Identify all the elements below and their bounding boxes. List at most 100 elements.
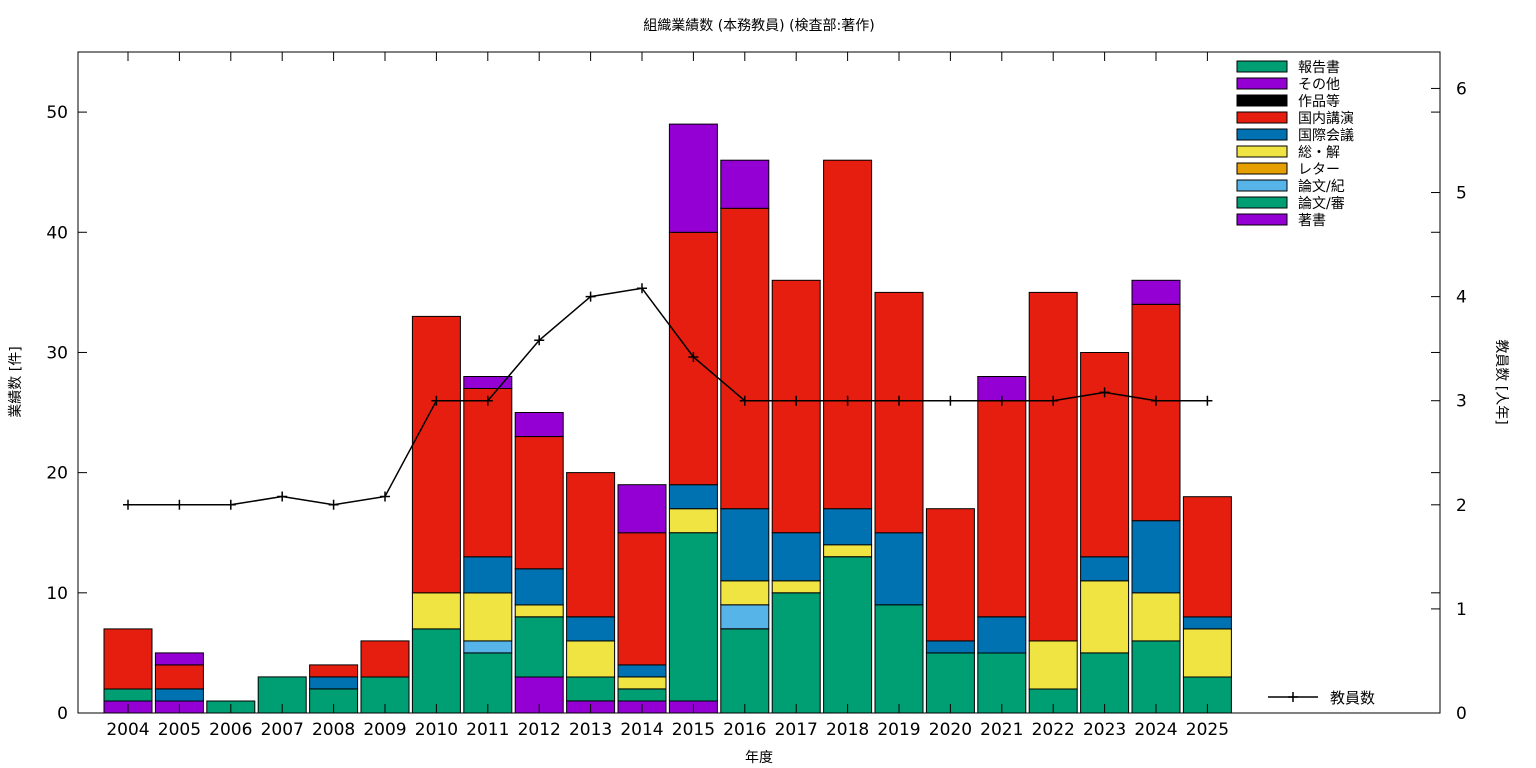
y2-tick-label: 4 [1456, 288, 1467, 308]
x-tick-label: 2020 [929, 720, 972, 740]
bar-segment [617, 664, 667, 678]
bar-segment [514, 568, 564, 606]
bar-segment [720, 628, 770, 714]
legend-label: 報告書 [1298, 60, 1340, 76]
x-tick-label: 2008 [312, 720, 355, 740]
faculty-point [328, 499, 339, 510]
legend-label: 教員数 [1330, 689, 1375, 707]
faculty-point [842, 395, 853, 406]
bar-segment [514, 616, 564, 678]
bar-segment [823, 159, 873, 510]
y2-axis: 0 1 2 3 4 5 6 [1431, 79, 1467, 724]
faculty-point [431, 395, 442, 406]
bar-segment [771, 532, 821, 582]
bar-segment [514, 412, 564, 437]
faculty-point [174, 499, 185, 510]
bar-segment [1080, 580, 1130, 654]
bar-segment [668, 123, 718, 233]
legend-label: 総・解 [1298, 145, 1340, 161]
bar-segment [309, 676, 359, 690]
bar-segment [154, 664, 204, 690]
bar-segment [977, 376, 1027, 401]
x-tick-label: 2006 [209, 720, 252, 740]
legend-label: 国内講演 [1298, 111, 1354, 127]
bar-segment [463, 652, 513, 714]
x-tick-label: 2014 [620, 720, 663, 740]
bar-segment [668, 532, 718, 702]
bar-segment [411, 592, 461, 630]
faculty-point [534, 335, 545, 346]
bar-segment [874, 532, 924, 606]
bar-segment [1182, 496, 1232, 618]
bar-segment [1131, 640, 1181, 714]
bar-segment [463, 376, 513, 389]
legend-label: その他 [1298, 77, 1340, 93]
bar-segment [874, 604, 924, 714]
bar-segment [309, 664, 359, 678]
legend-label: レター [1298, 162, 1340, 178]
bar-segment [977, 616, 1027, 654]
bar-segment [1028, 291, 1078, 642]
legend-swatch [1236, 145, 1288, 158]
bar-segment [411, 628, 461, 714]
faculty-point [945, 395, 956, 406]
bar-segment [154, 652, 204, 666]
legend-swatch [1236, 111, 1288, 124]
y-tick-label: 30 [46, 343, 68, 363]
legend-label: 著書 [1298, 213, 1326, 229]
legend-swatch [1236, 60, 1288, 73]
bar-segment [103, 628, 153, 690]
y-tick-label: 10 [46, 584, 68, 604]
bar-segment [720, 604, 770, 630]
x-tick-label: 2015 [672, 720, 715, 740]
bar-segment [566, 676, 616, 702]
y2-tick-label: 6 [1456, 79, 1467, 99]
y2-tick-label: 5 [1456, 184, 1467, 204]
faculty-line [128, 287, 1208, 506]
y2-tick-label: 2 [1456, 496, 1467, 516]
x-axis-label: 年度 [745, 750, 773, 766]
bar-segment [411, 315, 461, 594]
x-tick-label: 2004 [106, 720, 149, 740]
faculty-point [1151, 395, 1161, 406]
bar-segment [720, 159, 770, 209]
x-tick-label: 2024 [1134, 720, 1177, 740]
bar-segment [771, 279, 821, 534]
bar-segment [1131, 279, 1181, 305]
line-layer [123, 283, 1213, 510]
bar-segment [925, 652, 975, 714]
legend-label: 論文/審 [1298, 196, 1345, 212]
bar-segment [617, 484, 667, 534]
y-tick-label: 0 [57, 704, 68, 724]
bar-segment [566, 616, 616, 642]
bar-segment [617, 532, 667, 666]
bar-segment [771, 580, 821, 594]
bar-segment [1131, 520, 1181, 594]
bar-segment [360, 640, 410, 678]
x-tick-label: 2023 [1083, 720, 1126, 740]
y2-axis-label: 教員数 [人年] [1493, 339, 1509, 424]
x-tick-label: 2005 [158, 720, 201, 740]
bar-segment [1182, 628, 1232, 678]
bar-segment [977, 400, 1027, 618]
y-axis-label: 業績数 [件] [8, 346, 24, 417]
bar-segment [566, 472, 616, 618]
legend-swatch [1236, 94, 1288, 107]
chart-title: 組織業績数 (本務教員) (検査部:著作) [643, 18, 874, 34]
legend-swatch [1236, 213, 1288, 226]
legend-swatch [1236, 128, 1288, 141]
bar-segment [514, 436, 564, 570]
bar-segment [463, 640, 513, 654]
legend-swatch [1236, 162, 1288, 175]
x-tick-label: 2009 [363, 720, 406, 740]
bar-segment [823, 508, 873, 546]
x-tick-label: 2013 [569, 720, 612, 740]
bar-segment [154, 688, 204, 702]
faculty-point [277, 491, 288, 502]
legend-label: 論文/紀 [1298, 179, 1345, 195]
x-tick-label: 2010 [415, 720, 458, 740]
faculty-point [996, 395, 1007, 406]
legend-label: 国際会議 [1298, 127, 1354, 144]
bar-segment [463, 556, 513, 594]
